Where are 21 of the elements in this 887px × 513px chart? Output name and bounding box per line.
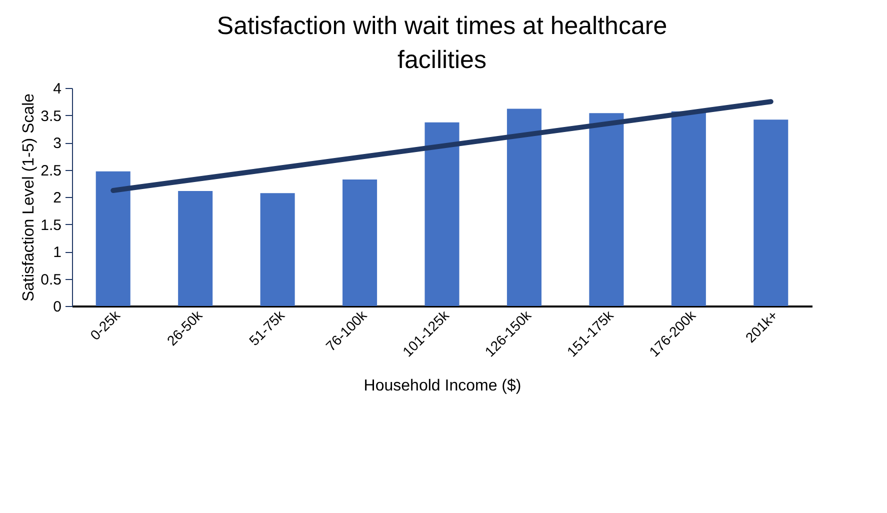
y-tick-label: 1	[53, 244, 62, 261]
bar	[506, 108, 542, 306]
bar	[96, 171, 130, 306]
bar	[342, 180, 378, 306]
y-tick-label: 0.5	[40, 271, 62, 288]
y-tick-label: 2	[53, 190, 62, 206]
y-tick-label: 2.5	[40, 162, 62, 180]
y-axis-title: Satisfaction Level (1-5) Scale	[20, 93, 38, 302]
bar	[754, 120, 788, 306]
y-tick-label: 4	[53, 80, 62, 98]
chart-title: Satisfaction with wait times at healthcare facilities	[216, 12, 668, 74]
bar	[260, 193, 295, 306]
y-tick-label: 1.5	[40, 216, 62, 234]
y-tick-label: 3.5	[40, 108, 62, 125]
bar	[424, 122, 460, 306]
y-tick-label: 0	[53, 298, 62, 316]
y-tick-label: 3	[53, 135, 62, 152]
bar	[178, 191, 213, 306]
bar	[671, 111, 706, 306]
bar	[589, 113, 624, 306]
x-axis-title: Household Income ($)	[364, 378, 522, 395]
